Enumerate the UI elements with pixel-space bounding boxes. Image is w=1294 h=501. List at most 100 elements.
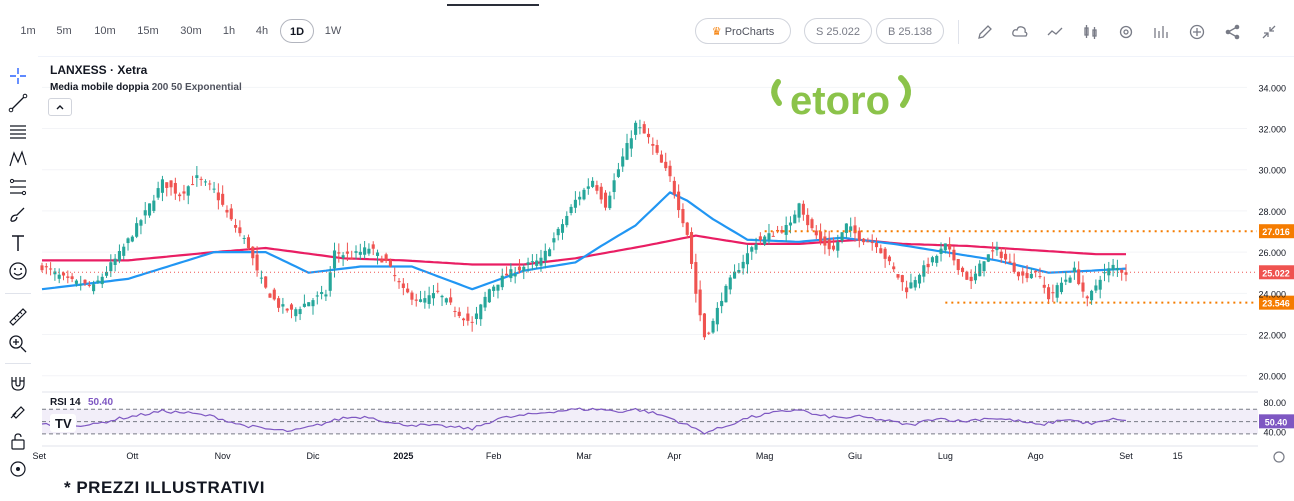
candle <box>49 268 53 270</box>
candle <box>401 283 405 288</box>
text-icon[interactable] <box>7 232 29 254</box>
candle <box>259 277 263 279</box>
candle <box>397 281 401 283</box>
tools-separator <box>5 363 31 364</box>
timeframe-4h[interactable]: 4h <box>255 25 269 37</box>
candle <box>948 244 952 250</box>
candles-icon[interactable] <box>1081 22 1101 42</box>
add-circle-icon[interactable] <box>1187 22 1207 42</box>
candle <box>651 143 655 146</box>
last-price-label: 25.022 <box>1262 268 1290 278</box>
candle <box>358 251 362 255</box>
candle <box>1055 285 1059 298</box>
timeframe-1d[interactable]: 1D <box>280 19 314 43</box>
candle <box>720 300 724 307</box>
logo-right-swoosh <box>898 75 911 108</box>
zoom-in-icon[interactable] <box>7 333 29 355</box>
candle <box>823 236 827 246</box>
x-tick-label: Apr <box>667 451 681 461</box>
candle <box>1008 261 1012 263</box>
magnet-icon[interactable] <box>7 372 29 394</box>
lock-icon[interactable] <box>7 430 29 452</box>
tradingview-logo: TV <box>50 414 76 432</box>
y-tick-label: 22.000 <box>1258 331 1286 341</box>
trend-line-icon[interactable] <box>7 92 29 114</box>
candle <box>922 265 926 277</box>
last-price-tag <box>1259 265 1294 280</box>
candle <box>87 284 91 286</box>
horizontal-lines-icon[interactable] <box>7 120 29 142</box>
candle <box>814 230 818 236</box>
candle <box>505 273 509 276</box>
cloud-icon[interactable] <box>1010 22 1030 42</box>
candle <box>367 248 371 254</box>
candle <box>431 293 435 299</box>
bar-stats-icon[interactable] <box>1151 22 1171 42</box>
candle <box>1047 287 1051 300</box>
candle <box>560 224 565 233</box>
collapse-arrows-icon[interactable] <box>1259 22 1279 42</box>
candle <box>462 318 466 321</box>
candle <box>715 307 719 325</box>
eye-icon[interactable] <box>7 458 29 480</box>
candle <box>40 265 44 271</box>
fib-icon[interactable] <box>7 176 29 198</box>
gear-icon[interactable] <box>1116 22 1136 42</box>
timeframe-1m[interactable]: 1m <box>20 25 36 37</box>
settings-icon[interactable] <box>1273 451 1285 463</box>
candle <box>840 232 844 241</box>
candle <box>556 228 560 236</box>
timeframe-1h[interactable]: 1h <box>222 25 236 37</box>
candle <box>982 261 986 272</box>
crown-icon: ♛ <box>711 26 722 38</box>
candle <box>96 280 100 283</box>
sell-button[interactable]: S 25.022 <box>804 18 872 44</box>
candle <box>1124 272 1128 275</box>
crosshair-icon[interactable] <box>7 65 29 87</box>
emoji-icon[interactable] <box>7 260 29 282</box>
candle <box>135 223 139 237</box>
candle <box>1004 253 1008 260</box>
candle <box>801 203 805 215</box>
ruler-icon[interactable] <box>7 306 29 328</box>
tv-logo-text: TV <box>55 416 72 431</box>
disclaimer-footnote: * PREZZI ILLUSTRATIVI <box>64 478 265 497</box>
candle <box>603 192 608 208</box>
timeframe-1w[interactable]: 1W <box>324 25 342 37</box>
candle <box>819 231 823 242</box>
y-tick-label: 34.000 <box>1258 83 1286 93</box>
buy-button[interactable]: B 25.138 <box>876 18 944 44</box>
timeframe-30m[interactable]: 30m <box>180 25 202 37</box>
brush-icon[interactable] <box>7 204 29 226</box>
candle <box>79 284 83 286</box>
pattern-icon[interactable] <box>7 148 29 170</box>
candle <box>530 261 534 263</box>
candle <box>1064 279 1068 282</box>
timeframe-10m[interactable]: 10m <box>94 25 116 37</box>
candle <box>664 161 668 169</box>
candle <box>672 180 676 195</box>
candle <box>139 220 143 226</box>
candle <box>1077 269 1081 285</box>
candle <box>806 214 810 226</box>
lock-drawings-icon[interactable] <box>7 400 29 422</box>
line-chart-icon[interactable] <box>1045 22 1065 42</box>
x-tick-label: Set <box>1119 451 1133 461</box>
timeframe-5m[interactable]: 5m <box>56 25 72 37</box>
candle <box>307 302 311 307</box>
pencil-icon[interactable] <box>975 22 995 42</box>
candle <box>578 196 582 200</box>
procharts-button[interactable]: ♛ ProCharts <box>695 18 791 44</box>
legend-collapse-button[interactable] <box>48 98 72 116</box>
candle <box>1090 290 1094 301</box>
candle <box>745 253 750 265</box>
chart-toolbar: 1m 5m 10m 15m 30m 1h 4h 1D 1W ♛ ProChart… <box>0 14 1294 50</box>
timeframe-15m[interactable]: 15m <box>137 25 159 37</box>
candle <box>844 223 848 233</box>
share-icon[interactable] <box>1223 22 1243 42</box>
candle <box>905 287 909 293</box>
candle <box>281 304 285 307</box>
y-tick-label: 28.000 <box>1258 207 1286 217</box>
candle <box>410 292 414 300</box>
